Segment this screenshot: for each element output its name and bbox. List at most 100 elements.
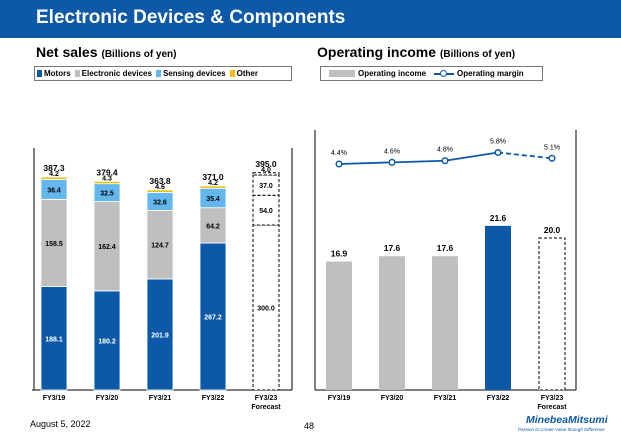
operating-income-tick-4: FY3/22 [487, 395, 510, 402]
legend-swatch-electronic [74, 70, 80, 77]
operating-margin-point-5 [548, 154, 556, 162]
net-sales-tick-5-sub: Forecast [251, 404, 281, 411]
net-sales-tick-5: FY3/23 [255, 395, 278, 402]
operating-income-label-3: 17.6 [437, 243, 454, 253]
operating-margin-label-2: 4.6% [384, 148, 400, 155]
operating-income-label-5: 20.0 [544, 225, 561, 235]
net-sales-bar-electronic-devices-3 [146, 209, 174, 280]
net-sales-label-electronic-devices-4: 64.2 [206, 223, 220, 230]
legend-label-operating-margin: Operating margin [457, 69, 524, 78]
legend-item-operating-income: Operating income [329, 69, 426, 78]
operating-income-unit: (Billions of yen) [440, 49, 516, 60]
operating-income-bar-4 [485, 225, 511, 390]
net-sales-label-sensing-devices-1: 36.4 [47, 187, 61, 194]
operating-margin-point-4 [494, 148, 502, 157]
net-sales-bar-electronic-devices-1 [40, 198, 68, 287]
net-sales-label-sensing-devices-4: 35.4 [206, 196, 220, 203]
net-sales-bar-other-2 [93, 180, 121, 185]
brand-logo: MinebeaMitsumi [526, 414, 608, 426]
net-sales-tick-4: FY3/22 [202, 395, 225, 402]
net-sales-bar-electronic-devices-5 [252, 194, 280, 226]
header-bar: Electronic Devices & Components [0, 0, 621, 38]
net-sales-label-motors-2: 180.2 [98, 338, 116, 345]
operating-margin-label-4: 5.8% [490, 139, 506, 146]
net-sales-bar-other-1 [40, 176, 68, 180]
net-sales-label-motors-5: 300.0 [257, 306, 275, 313]
net-sales-label-electronic-devices-3: 124.7 [151, 243, 169, 250]
net-sales-total-2: 379.4 [96, 167, 118, 177]
net-sales-bar-other-5 [252, 172, 280, 176]
net-sales-total-4: 371.0 [202, 172, 224, 182]
net-sales-title-text: Net sales [36, 44, 98, 60]
operating-income-tick-2: FY3/20 [381, 395, 404, 402]
operating-income-bar-5 [538, 237, 566, 391]
operating-margin-point-3 [441, 157, 449, 165]
legend-swatch-operating-margin [434, 70, 455, 77]
net-sales-label-other-3: 4.6 [155, 184, 165, 191]
net-sales-total-1: 387.3 [43, 163, 65, 173]
net-sales-label-sensing-devices-5: 37.0 [259, 183, 273, 190]
net-sales-title: Net sales (Billions of yen) [36, 44, 176, 60]
operating-income-label-1: 16.9 [331, 249, 348, 259]
net-sales-label-motors-3: 201.9 [151, 332, 169, 339]
legend-item-other: Other [229, 69, 258, 78]
operating-margin-segment-1 [338, 161, 393, 165]
legend-item-electronic: Electronic devices [74, 69, 152, 78]
legend-label-sensing: Sensing devices [162, 69, 226, 78]
operating-income-tick-1: FY3/19 [328, 395, 351, 402]
net-sales-bar-motors-1 [40, 286, 68, 391]
net-sales-tick-3: FY3/21 [149, 395, 172, 402]
operating-income-tick-5-sub: Forecast [537, 404, 567, 411]
legend-label-motors: Motors [44, 69, 71, 78]
legend-label-operating-income: Operating income [358, 69, 427, 78]
operating-margin-label-1: 4.4% [331, 150, 347, 157]
operating-margin-label-5: 5.1% [544, 144, 560, 151]
legend-label-other: Other [236, 69, 258, 78]
operating-income-title-text: Operating income [317, 44, 437, 60]
legend-label-electronic: Electronic devices [81, 69, 152, 78]
net-sales-tick-1: FY3/19 [43, 395, 66, 402]
net-sales-bar-motors-3 [146, 278, 174, 391]
net-sales-label-other-4: 4.2 [208, 180, 218, 187]
operating-margin-label-3: 4.8% [437, 147, 453, 154]
operating-income-label-2: 17.6 [384, 243, 401, 253]
operating-income-tick-5: FY3/23 [541, 395, 564, 402]
net-sales-total-3: 363.8 [149, 176, 171, 186]
net-sales-label-sensing-devices-3: 32.6 [153, 199, 167, 206]
operating-income-bar-1 [326, 261, 352, 390]
brand-tagline: Passion to Create Value through Differen… [518, 427, 605, 432]
operating-income-label-4: 21.6 [490, 213, 507, 223]
net-sales-label-electronic-devices-1: 158.5 [45, 241, 63, 248]
footer-date: August 5, 2022 [30, 419, 91, 429]
net-sales-label-other-1: 4.2 [49, 171, 59, 178]
net-sales-label-sensing-devices-2: 32.5 [100, 191, 114, 198]
legend-swatch-motors [37, 70, 42, 77]
operating-income-legend: Operating income Operating margin [320, 66, 543, 81]
operating-margin-segment-2 [391, 159, 446, 164]
operating-margin-point-1 [335, 160, 343, 168]
operating-margin-point-2 [388, 158, 396, 166]
legend-swatch-sensing [155, 70, 161, 77]
net-sales-label-other-5: 4.0 [261, 167, 271, 174]
page-title: Electronic Devices & Components [36, 7, 346, 28]
net-sales-bar-other-3 [146, 189, 174, 193]
net-sales-unit: (Billions of yen) [101, 49, 177, 60]
legend-item-motors: Motors [37, 69, 71, 78]
legend-swatch-other [229, 70, 235, 77]
net-sales-tick-2: FY3/20 [96, 395, 119, 402]
net-sales-label-other-2: 4.3 [102, 175, 112, 182]
operating-income-bar-3 [432, 256, 458, 390]
operating-margin-segment-4 [497, 151, 553, 160]
net-sales-label-electronic-devices-2: 162.4 [98, 244, 116, 251]
page-number: 48 [304, 421, 315, 431]
operating-margin-segment-3 [444, 151, 499, 162]
net-sales-label-electronic-devices-5: 54.0 [259, 208, 273, 215]
net-sales-label-motors-4: 267.2 [204, 315, 222, 322]
legend-item-operating-margin: Operating margin [434, 69, 524, 78]
operating-income-bar-2 [379, 256, 405, 390]
net-sales-bar-other-4 [199, 185, 227, 189]
legend-swatch-operating-income [329, 70, 355, 77]
net-sales-total-5: 395.0 [255, 159, 277, 169]
net-sales-label-motors-1: 188.1 [45, 336, 63, 343]
